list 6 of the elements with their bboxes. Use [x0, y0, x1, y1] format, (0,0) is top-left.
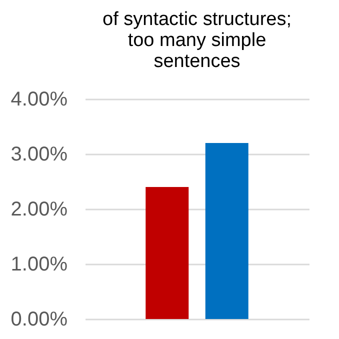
y-tick-label: 4.00% — [10, 88, 68, 110]
y-tick-label: 0.00% — [10, 308, 68, 330]
chart-title: of syntactic structures; too many simple sentences — [102, 9, 292, 72]
y-tick-label: 2.00% — [10, 198, 68, 220]
y-tick-label: 3.00% — [10, 144, 68, 166]
y-tick-label: 1.00% — [10, 254, 68, 276]
